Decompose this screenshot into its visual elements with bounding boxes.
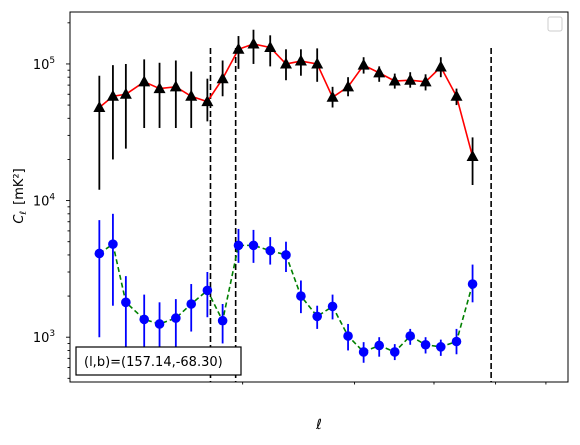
annotation-text: (l,b)=(157.14,-68.30) bbox=[84, 355, 223, 370]
y-tick-label-base-2: 10 bbox=[33, 58, 50, 73]
series-0-marker-2 bbox=[119, 87, 132, 99]
series-1-marker-11 bbox=[265, 245, 276, 256]
y-axis-label: Cℓ [mK²] bbox=[12, 168, 29, 223]
series-1-marker-16 bbox=[343, 331, 353, 341]
series-1-marker-9 bbox=[233, 240, 244, 251]
y-tick-label-0: 103 bbox=[33, 329, 55, 346]
series-1-marker-14 bbox=[312, 311, 322, 322]
series-1-marker-22 bbox=[436, 342, 446, 352]
series-0-marker-15 bbox=[326, 90, 339, 102]
y-tick-label-exp-1: 4 bbox=[49, 193, 55, 203]
series-0-marker-24 bbox=[466, 150, 479, 162]
series-1-marker-23 bbox=[451, 336, 462, 347]
series-0-marker-5 bbox=[169, 80, 182, 92]
y-tick-label-exp-2: 5 bbox=[49, 56, 55, 66]
series-0-marker-12 bbox=[279, 57, 292, 69]
series-0-marker-6 bbox=[185, 89, 198, 101]
series-0-marker-17 bbox=[357, 58, 370, 70]
series-layer bbox=[93, 29, 479, 363]
series-0-marker-8 bbox=[216, 72, 229, 84]
series-0-marker-3 bbox=[138, 75, 151, 87]
series-1-marker-7 bbox=[202, 285, 213, 296]
series-0-marker-7 bbox=[201, 95, 214, 107]
svg-text:Cℓ[mK²]: Cℓ [mK²] bbox=[12, 168, 29, 223]
series-1-marker-6 bbox=[186, 299, 197, 309]
y-axis-label-sub: ℓ bbox=[19, 211, 29, 216]
series-1-marker-19 bbox=[389, 347, 400, 357]
annotation-frame bbox=[75, 346, 242, 376]
series-0-marker-0 bbox=[93, 100, 106, 112]
series-0-marker-20 bbox=[404, 73, 417, 85]
series-0-marker-18 bbox=[373, 66, 386, 78]
series-0-marker-16 bbox=[342, 80, 355, 92]
series-1-marker-15 bbox=[327, 301, 338, 312]
series-0-marker-11 bbox=[264, 40, 277, 52]
series-0-marker-23 bbox=[450, 89, 463, 101]
series-1-marker-10 bbox=[248, 240, 259, 251]
series-0-marker-4 bbox=[153, 82, 166, 94]
series-0-marker-22 bbox=[434, 60, 447, 72]
series-1-marker-0 bbox=[94, 248, 105, 259]
legend-box bbox=[547, 16, 563, 32]
series-1-marker-20 bbox=[405, 331, 416, 341]
series-1-marker-21 bbox=[420, 339, 431, 350]
series-1-marker-17 bbox=[358, 347, 369, 357]
series-1-marker-18 bbox=[374, 340, 385, 351]
series-1 bbox=[94, 213, 478, 363]
series-0-marker-10 bbox=[247, 37, 260, 49]
series-0-marker-9 bbox=[232, 42, 245, 54]
series-0-marker-21 bbox=[419, 75, 432, 87]
annotation-box: (l,b)=(157.14,-68.30) bbox=[75, 346, 242, 376]
series-1-marker-8 bbox=[217, 315, 228, 326]
series-0-marker-14 bbox=[311, 57, 324, 69]
series-1-marker-12 bbox=[281, 250, 291, 260]
series-1-marker-4 bbox=[154, 319, 165, 329]
y-tick-label-exp-0: 3 bbox=[49, 329, 55, 339]
axis-ticks: 103104105103 bbox=[33, 22, 547, 385]
series-0-marker-1 bbox=[106, 89, 119, 101]
y-tick-label-base-0: 10 bbox=[33, 331, 50, 346]
y-axis-label-unit: [mK²] bbox=[12, 168, 27, 205]
y-axis-label-main: C bbox=[12, 214, 27, 224]
series-0 bbox=[93, 29, 479, 190]
series-1-marker-1 bbox=[108, 239, 118, 249]
plot-frame bbox=[69, 11, 569, 383]
series-0-marker-19 bbox=[388, 74, 401, 86]
series-0-marker-13 bbox=[294, 54, 307, 66]
y-tick-label-1: 104 bbox=[33, 193, 56, 210]
y-tick-label-base-1: 10 bbox=[33, 195, 50, 210]
series-1-marker-5 bbox=[171, 313, 181, 323]
series-1-marker-13 bbox=[296, 291, 306, 301]
series-1-marker-3 bbox=[139, 314, 150, 325]
series-1-marker-24 bbox=[467, 279, 478, 289]
y-tick-label-2: 105 bbox=[33, 56, 55, 73]
x-axis-label: ℓ bbox=[315, 417, 322, 433]
series-1-marker-2 bbox=[121, 297, 131, 308]
